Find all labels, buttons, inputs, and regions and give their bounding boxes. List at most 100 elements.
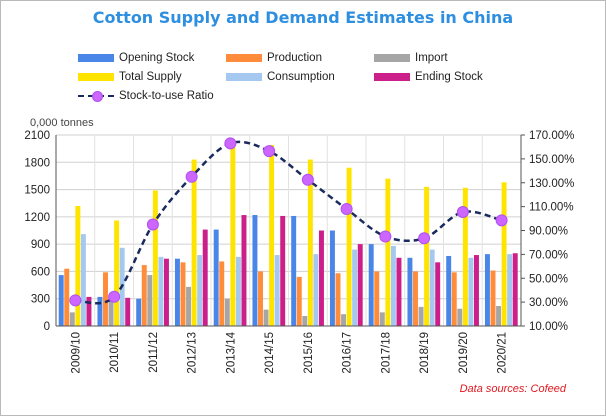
stock-to-use-marker	[456, 205, 469, 218]
bar-ending-stock	[512, 253, 518, 326]
y-tick-label: 1200	[24, 212, 50, 224]
stock-to-use-marker	[185, 170, 198, 183]
legend-swatch-opening-stock	[78, 54, 114, 62]
bar-import	[186, 286, 192, 326]
stock-to-use-marker	[340, 203, 353, 216]
stock-to-use-marker	[69, 294, 82, 307]
source-note: Data sources: Cofeed	[459, 383, 566, 395]
bar-production	[141, 265, 147, 326]
legend-swatch-total-supply	[78, 73, 114, 81]
bar-total-supply	[307, 159, 313, 326]
bar-opening-stock	[407, 257, 413, 326]
bar-ending-stock	[86, 296, 92, 326]
legend-swatch-import	[374, 54, 410, 62]
bar-consumption	[274, 255, 280, 326]
bar-consumption	[468, 257, 474, 326]
bar-consumption	[429, 249, 435, 326]
y2-tick-label: 70.00%	[529, 249, 568, 261]
y-tick-label: 300	[31, 294, 50, 306]
bar-consumption	[197, 255, 203, 326]
bar-import	[263, 309, 269, 326]
legend-label-opening-stock: Opening Stock	[119, 52, 195, 64]
bar-production	[335, 273, 341, 326]
bar-import	[418, 306, 424, 326]
bar-ending-stock	[280, 215, 286, 326]
x-tick-label: 2017/18	[380, 332, 392, 374]
bar-production	[374, 271, 380, 326]
legend-label-import: Import	[415, 52, 448, 64]
bar-production	[451, 272, 457, 326]
y-tick-label: 0	[44, 321, 50, 333]
y-tick-label: 1800	[24, 157, 50, 169]
bar-import	[496, 305, 502, 326]
stock-to-use-marker	[108, 290, 121, 303]
y2-tick-label: 90.00%	[529, 226, 568, 238]
bar-import	[457, 308, 463, 326]
bar-opening-stock	[136, 298, 142, 326]
legend-label-ending-stock: Ending Stock	[415, 71, 483, 83]
y2-tick-label: 30.00%	[529, 297, 568, 309]
bar-opening-stock	[174, 258, 180, 326]
bar-total-supply	[346, 167, 352, 326]
bar-production	[64, 268, 70, 326]
bar-opening-stock	[58, 275, 64, 326]
legend-label-total-supply: Total Supply	[119, 71, 182, 83]
x-tick-label: 2015/16	[303, 332, 315, 374]
bar-import	[379, 312, 385, 326]
bar-production	[103, 272, 108, 326]
bar-total-supply	[462, 187, 468, 326]
stock-to-use-marker	[379, 230, 392, 243]
bar-ending-stock	[163, 258, 169, 326]
x-tick-label: 2013/14	[225, 331, 237, 373]
bar-opening-stock	[368, 244, 374, 326]
bar-total-supply	[385, 178, 391, 326]
chart-legend: Opening Stock Production Import Total Su…	[78, 50, 538, 104]
stock-to-use-marker	[301, 173, 314, 186]
bar-ending-stock	[435, 262, 441, 326]
bar-import	[147, 275, 153, 326]
bar-import	[341, 314, 347, 326]
stock-to-use-marker	[418, 232, 431, 245]
bar-consumption	[158, 256, 164, 326]
y2-tick-label: 50.00%	[529, 273, 568, 285]
y2-tick-label: 150.00%	[529, 154, 574, 166]
legend-swatch-stock-to-use-marker	[92, 91, 103, 102]
chart-title: Cotton Supply and Demand Estimates in Ch…	[92, 8, 514, 27]
y-tick-label: 600	[31, 266, 50, 278]
bar-opening-stock	[446, 255, 452, 326]
legend-swatch-consumption	[226, 73, 262, 81]
bar-production	[296, 276, 302, 326]
bar-opening-stock	[329, 230, 335, 326]
bar-import	[69, 312, 75, 326]
x-tick-label: 2009/10	[70, 332, 82, 374]
legend-label-consumption: Consumption	[267, 71, 335, 83]
y2-tick-label: 170.00%	[529, 130, 574, 142]
y-tick-label: 2100	[24, 130, 50, 142]
bar-opening-stock	[252, 215, 258, 326]
bar-total-supply	[152, 190, 158, 326]
bar-total-supply	[191, 159, 197, 326]
bar-total-supply	[424, 186, 430, 326]
bar-ending-stock	[318, 230, 324, 326]
bar-ending-stock	[125, 297, 131, 326]
bar-import	[302, 315, 308, 326]
bar-total-supply	[75, 205, 81, 326]
bar-production	[258, 271, 263, 326]
x-tick-label: 2016/17	[342, 332, 354, 374]
y-axis-unit-label: 0,000 tonnes	[30, 117, 94, 129]
x-tick-label: 2012/13	[187, 332, 199, 374]
y2-tick-label: 10.00%	[529, 321, 568, 333]
bar-opening-stock	[291, 215, 297, 326]
bar-consumption	[390, 245, 396, 326]
legend-label-stock-to-use: Stock-to-use Ratio	[119, 90, 214, 102]
y-tick-label: 1500	[24, 185, 50, 197]
bar-ending-stock	[357, 244, 363, 326]
x-tick-label: 2020/21	[497, 332, 509, 374]
x-tick-label: 2019/20	[458, 332, 470, 374]
x-tick-label: 2014/15	[264, 332, 276, 374]
bar-ending-stock	[241, 215, 247, 326]
bar-production	[219, 261, 225, 326]
bar-total-supply	[114, 220, 120, 326]
bar-ending-stock	[396, 257, 402, 326]
bar-import	[224, 298, 230, 326]
